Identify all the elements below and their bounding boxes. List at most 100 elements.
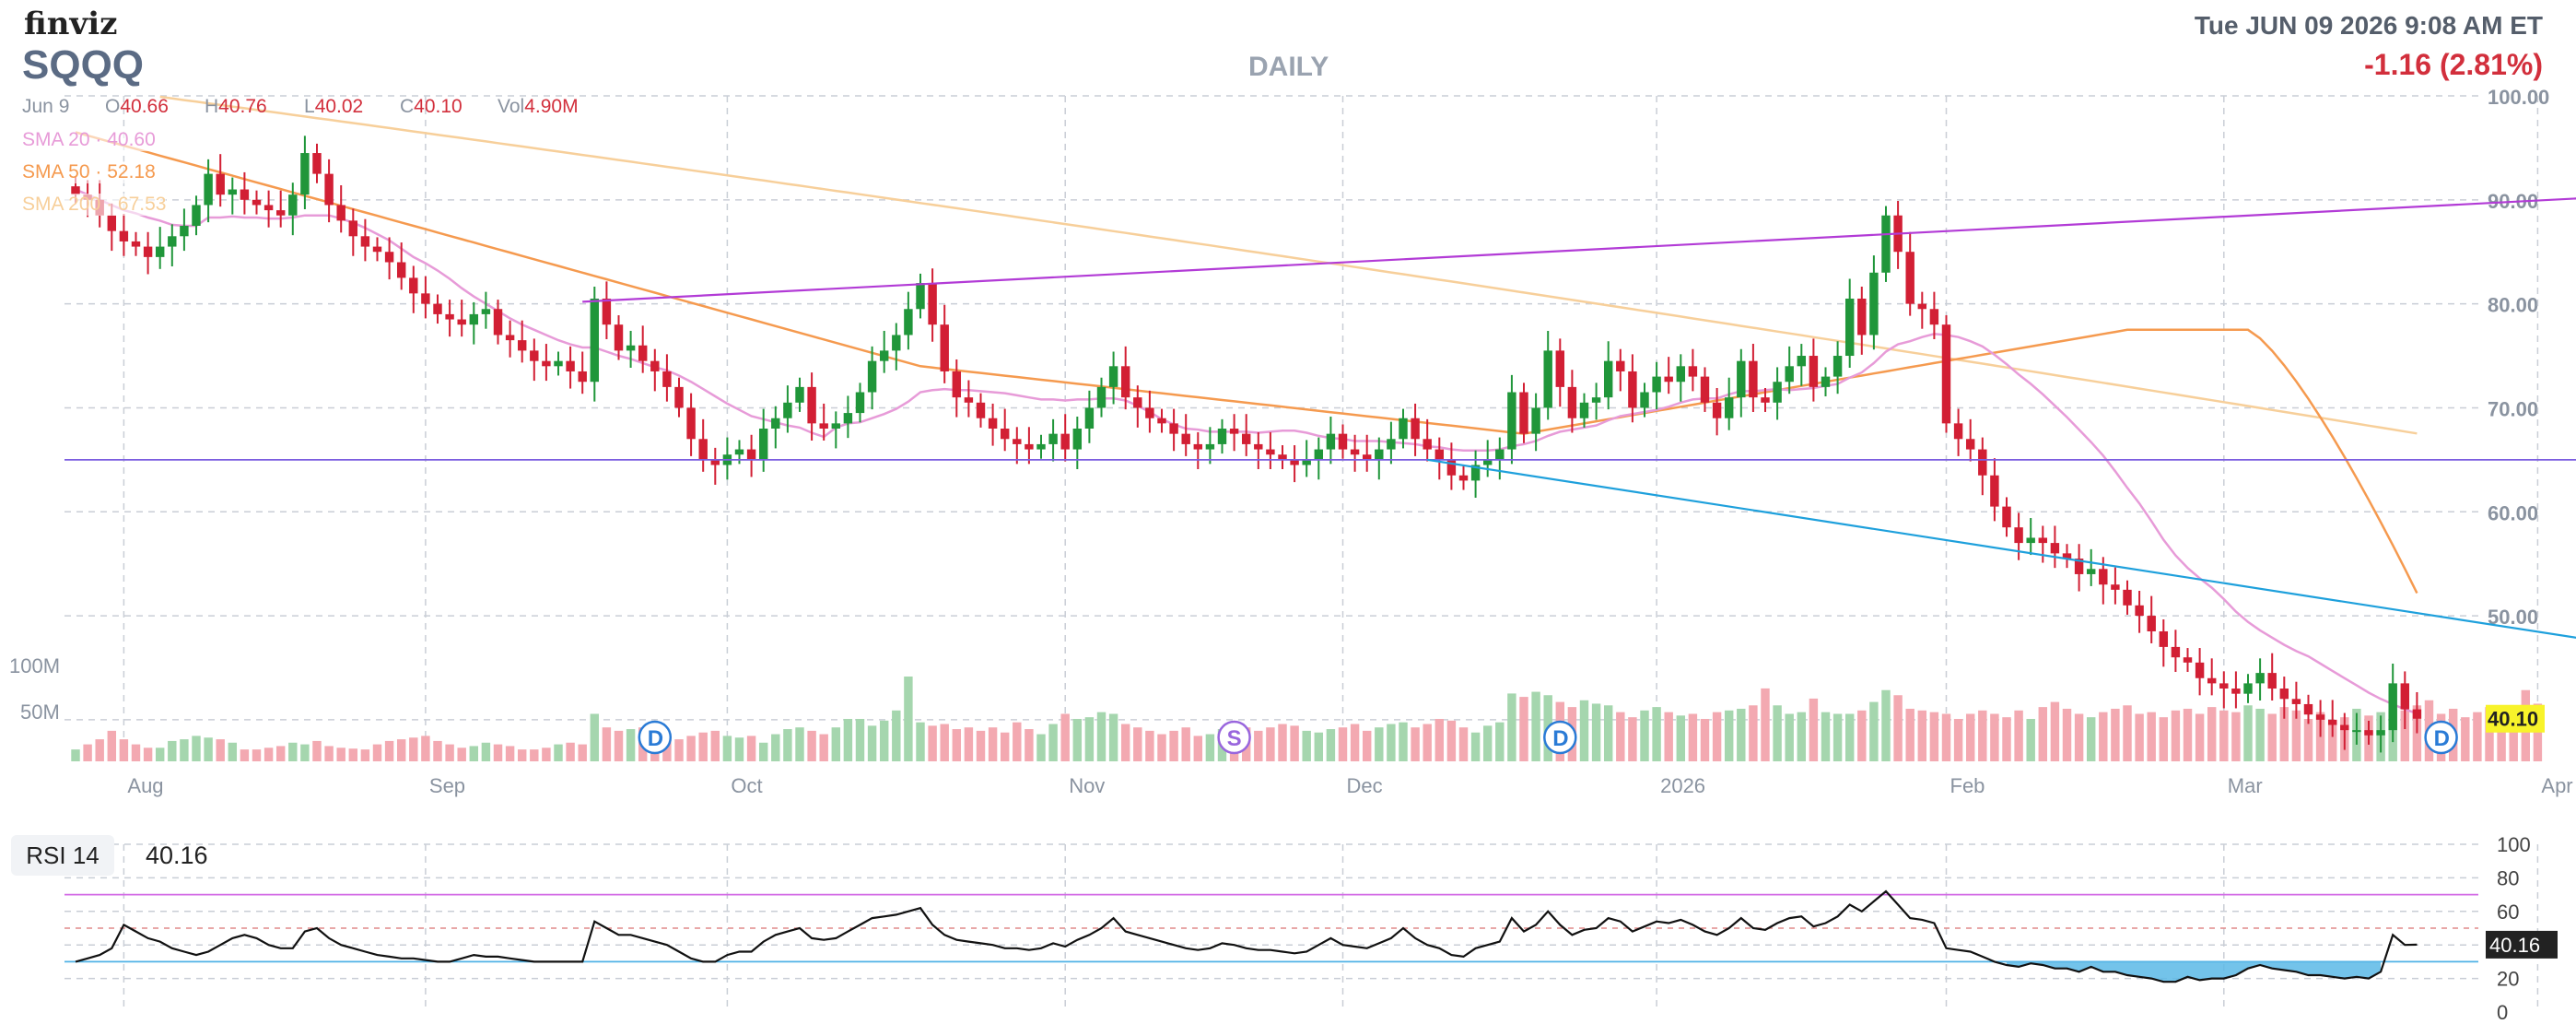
finviz-logo[interactable]: finviz (24, 6, 118, 42)
volume-bar (843, 719, 853, 761)
candle-body (1857, 298, 1867, 336)
volume-bar (493, 744, 503, 761)
volume-bar (2183, 708, 2193, 761)
candle-body (1761, 397, 1770, 403)
candle-body (1869, 272, 1879, 336)
volume-bar (421, 736, 430, 761)
volume-bar (1157, 734, 1166, 761)
rsi-tick-label: 60 (2497, 901, 2519, 924)
candle-body (2412, 709, 2422, 719)
last-price-label: 40.10 (2488, 708, 2538, 731)
volume-bar (530, 749, 539, 761)
sma50-legend[interactable]: SMA 50 · 52.18 (22, 161, 156, 183)
event-marker-label: S (1227, 726, 1242, 751)
event-marker-label: D (2434, 726, 2450, 751)
candle-body (1749, 360, 1758, 398)
volume-bar (1990, 713, 1999, 761)
volume-bar (1531, 691, 1540, 761)
volume-bar (1266, 727, 1275, 761)
candle-body (1797, 356, 1807, 367)
volume-bar (1941, 713, 1951, 761)
candle-body (1254, 443, 1263, 450)
volume-bar (614, 730, 624, 761)
sma200-legend[interactable]: SMA 200 · 67.53 (22, 194, 167, 216)
sma20-legend[interactable]: SMA 20 · 40.60 (22, 129, 156, 151)
volume-bar (1773, 705, 1782, 761)
candle-body (204, 173, 213, 206)
price-tick-label: 70.00 (2488, 397, 2538, 420)
candle-body (1133, 397, 1142, 408)
candle-body (1555, 350, 1565, 387)
candle-body (1025, 443, 1034, 450)
volume-bar (2219, 710, 2229, 761)
volume-bar (2099, 712, 2108, 761)
volume-bar (879, 720, 889, 761)
volume-bar (734, 737, 744, 761)
candle-body (976, 402, 986, 418)
candle-body (710, 459, 720, 465)
volume-bar (1737, 708, 1746, 761)
candle-body (1157, 418, 1166, 424)
volume-bar (324, 746, 334, 761)
volume-bar (71, 749, 80, 761)
candle-body (1290, 459, 1299, 465)
ohlc-close: C40.10 (400, 96, 463, 117)
last-price-tag (2486, 704, 2545, 733)
candle-body (2099, 569, 2108, 585)
ohlc-open: O40.66 (105, 96, 169, 117)
volume-bar (1712, 712, 1722, 761)
volume-bar (1096, 712, 1107, 761)
ticker-symbol[interactable]: SQQQ (22, 42, 145, 88)
volume-bar (1761, 688, 1770, 761)
volume-bar (192, 736, 201, 761)
volume-bar (2074, 713, 2084, 761)
candle-body (1399, 418, 1408, 440)
volume-bar (372, 744, 382, 761)
volume-bar (626, 729, 636, 761)
volume-bar (2038, 707, 2048, 761)
candle-body (867, 360, 877, 393)
volume-bar (2461, 717, 2470, 761)
volume-bar (686, 736, 696, 761)
rsi-indicator-label[interactable]: RSI 14 (11, 835, 114, 876)
volume-bar (819, 734, 828, 761)
candle-body (2062, 553, 2072, 559)
volume-bar (1458, 727, 1469, 761)
candle-body (360, 236, 370, 247)
volume-bar (1108, 713, 1118, 761)
candle-body (1278, 454, 1287, 460)
volume-bar (1181, 727, 1190, 761)
volume-bar (1060, 713, 1070, 761)
candle-body (916, 283, 925, 310)
volume-bar (2062, 708, 2072, 761)
volume-bar (396, 739, 406, 761)
volume-bar (795, 727, 804, 761)
rsi-current-value: 40.16 (146, 842, 208, 869)
volume-bar (1905, 708, 1914, 761)
volume-bar (1000, 732, 1010, 761)
volume-bar (1120, 724, 1130, 761)
volume-bar (1591, 703, 1601, 761)
candle-body (324, 173, 334, 206)
volume-tick-label: 50M (20, 700, 60, 724)
x-tick-label: Nov (1069, 774, 1105, 797)
candle-body (1616, 360, 1625, 371)
volume-bar (1446, 720, 1457, 761)
candle-body (481, 309, 491, 314)
volume-bar (360, 749, 370, 761)
candle-body (1990, 475, 1999, 507)
candle-body (1531, 407, 1540, 434)
volume-bar (2135, 713, 2144, 761)
support-trendline (1427, 458, 2576, 639)
volume-bar (855, 719, 865, 761)
candle-body (771, 418, 780, 429)
candle-body (1266, 449, 1275, 455)
x-tick-label: Feb (1950, 774, 1985, 797)
candle-body (119, 230, 129, 241)
timeframe-label[interactable]: DAILY (1248, 52, 1329, 82)
candle-body (1229, 429, 1239, 434)
candle-body (155, 246, 165, 257)
candle-body (2147, 616, 2156, 631)
candle-body (2159, 630, 2169, 647)
